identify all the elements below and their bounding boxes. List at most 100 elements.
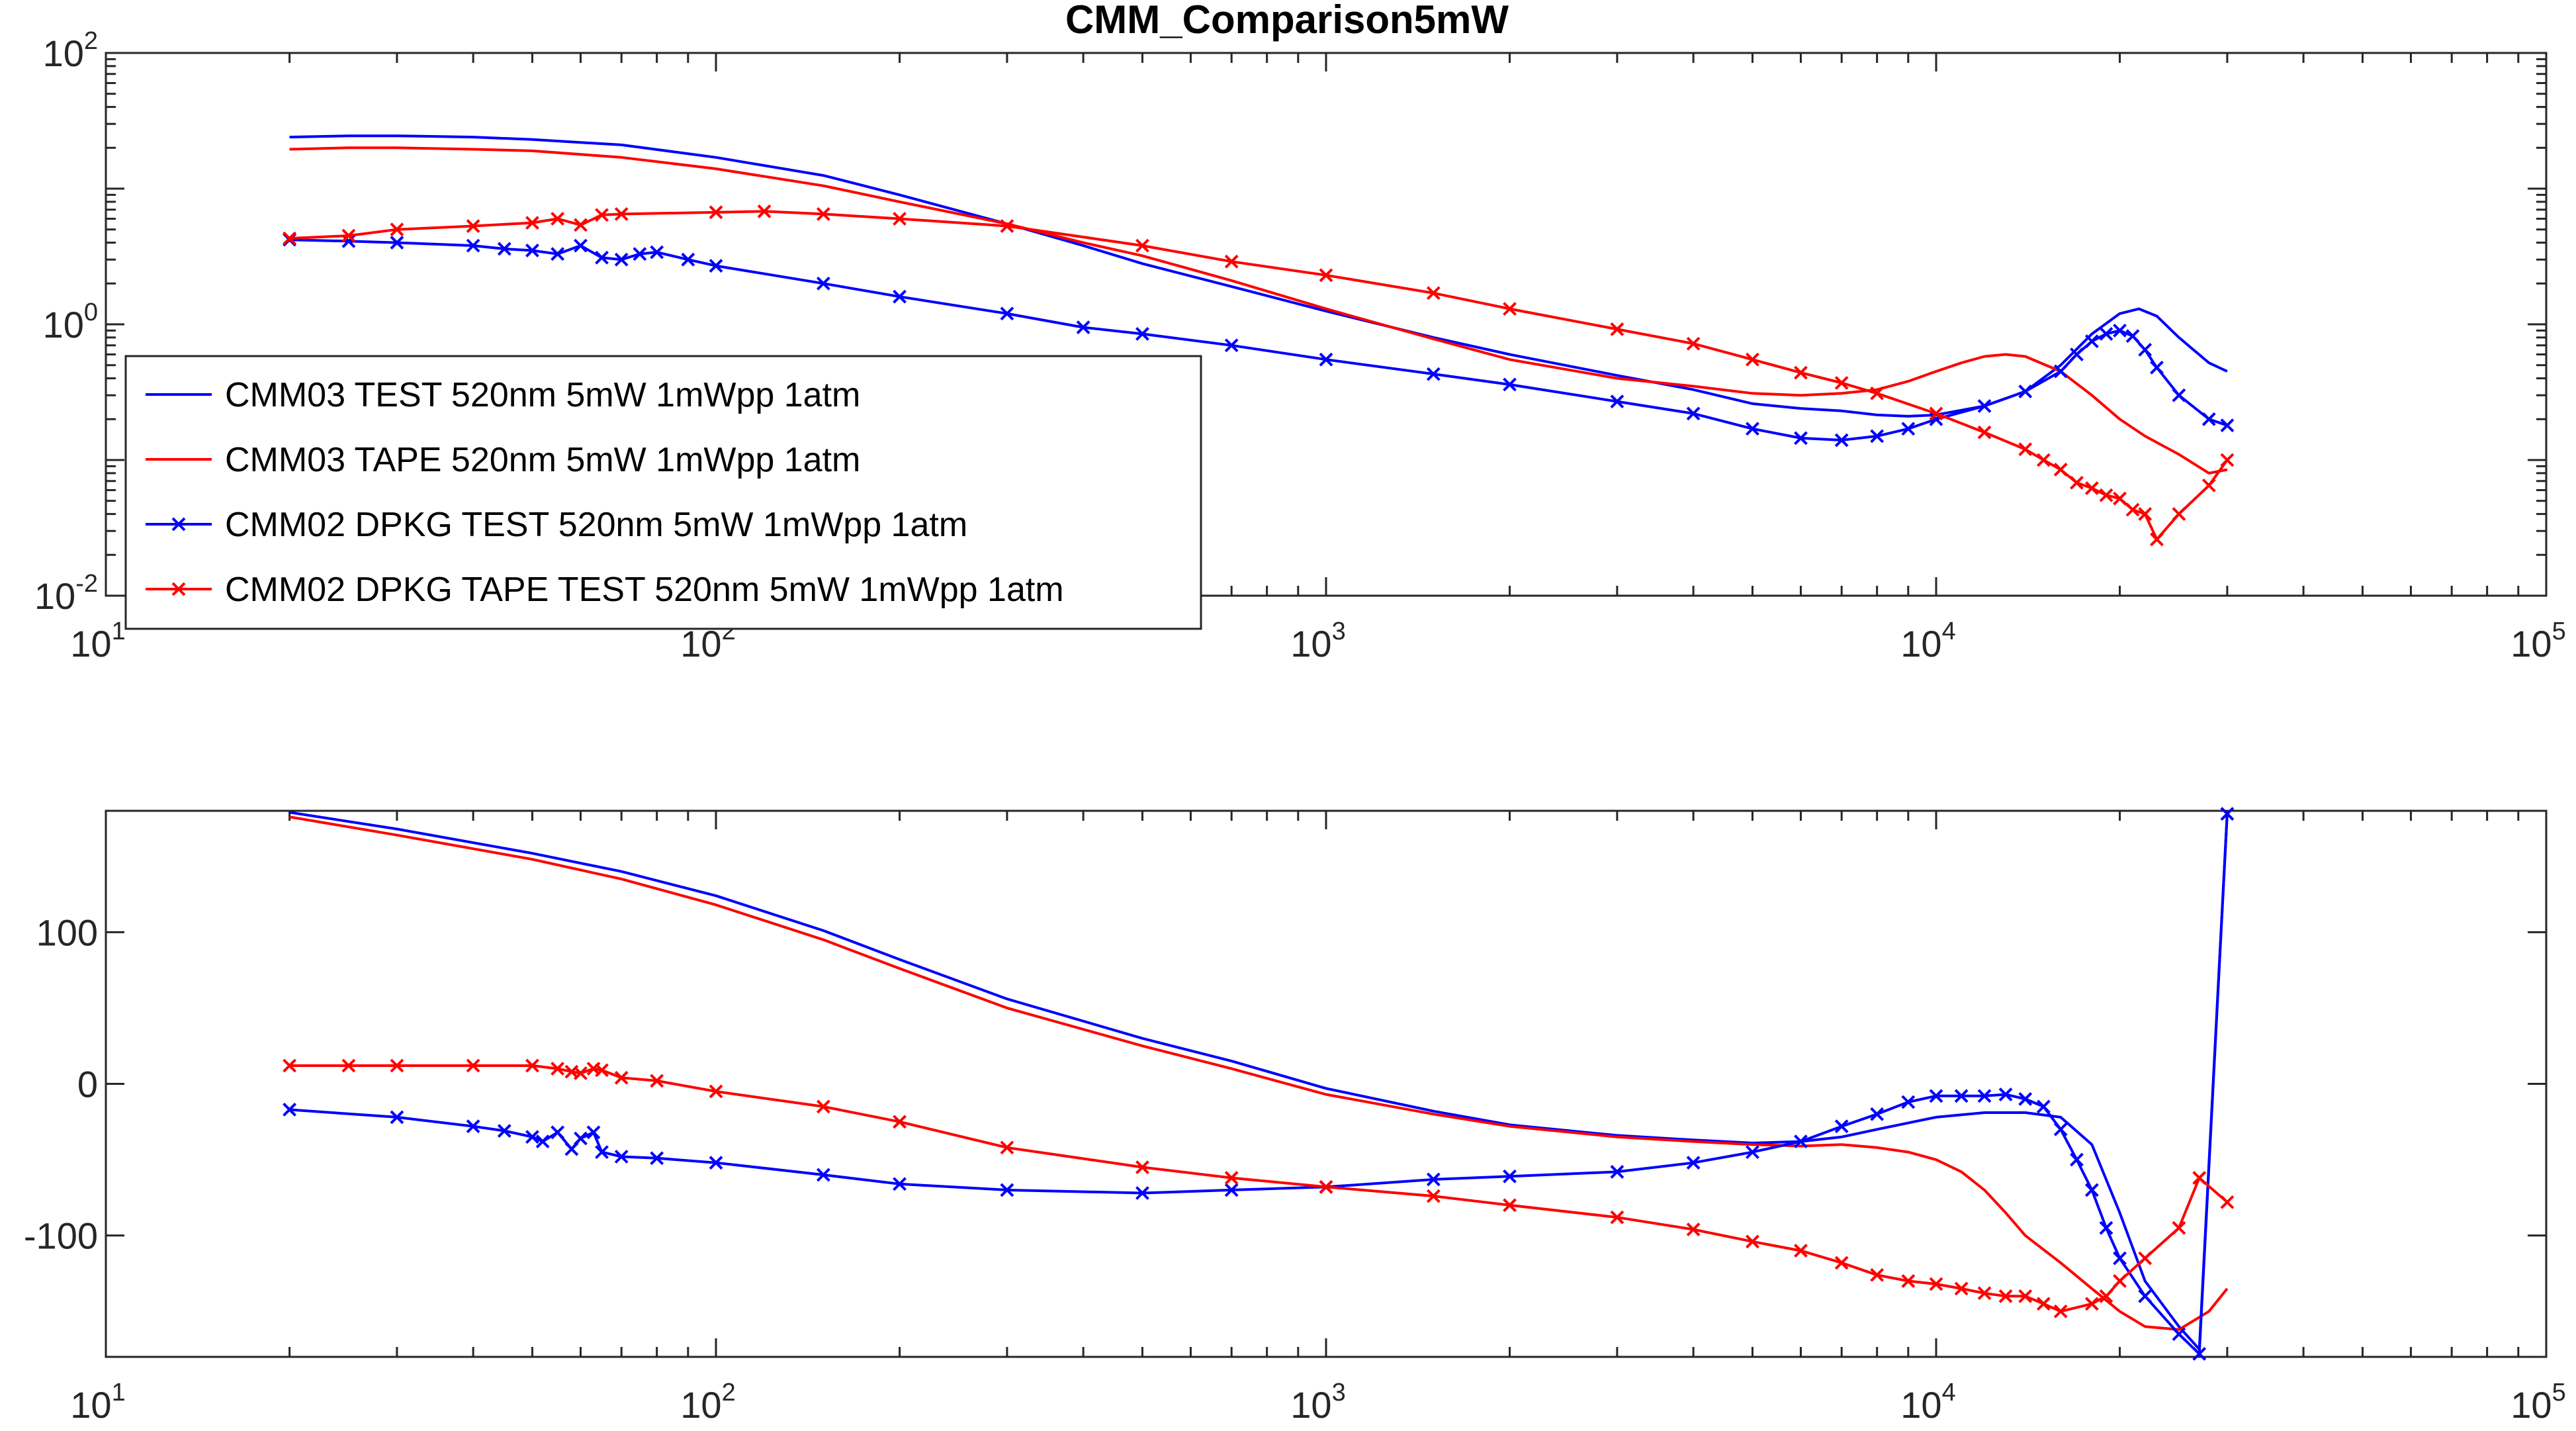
data-point-marker — [1319, 352, 1333, 367]
data-point-marker — [709, 1156, 723, 1170]
data-point-marker — [893, 1115, 907, 1129]
data-point-marker — [574, 1131, 588, 1146]
legend-box — [124, 355, 1202, 630]
data-point-marker — [2084, 1297, 2099, 1311]
data-point-marker — [1000, 219, 1014, 233]
data-point-marker — [2138, 342, 2153, 357]
data-point-marker — [1224, 254, 1239, 269]
data-point-marker — [551, 1062, 565, 1076]
data-point-marker — [2084, 481, 2099, 495]
y-tick-label: 100 — [43, 299, 98, 346]
data-point-marker — [1686, 336, 1701, 351]
data-point-marker — [2036, 453, 2051, 467]
x-tick-label: 104 — [1900, 618, 1955, 665]
data-point-marker — [1503, 377, 1517, 392]
y-tick-label: 0 — [77, 1064, 98, 1105]
data-point-marker — [2099, 1221, 2113, 1235]
legend-entry-label: CMM02 DPKG TEST 520nm 5mW 1mWpp 1atm — [225, 506, 967, 544]
data-point-marker — [2053, 364, 2068, 379]
series-line-bottom-0 — [289, 811, 2229, 1351]
data-point-marker — [1746, 1145, 1759, 1160]
data-point-marker — [2125, 502, 2140, 517]
data-point-marker — [595, 1063, 609, 1078]
data-point-marker — [2172, 1327, 2186, 1342]
data-point-marker — [1610, 1165, 1624, 1179]
data-point-marker — [650, 1151, 664, 1166]
data-point-marker — [2018, 1289, 2033, 1303]
data-point-marker — [2070, 347, 2084, 361]
data-point-marker — [2220, 418, 2235, 433]
data-point-marker — [2192, 1171, 2207, 1185]
data-point-marker — [551, 212, 565, 226]
data-point-marker — [1954, 1089, 1969, 1103]
data-point-marker — [1135, 1186, 1149, 1200]
phase-plot: 101 102 103 104 105 100 0 -100 — [24, 807, 2566, 1426]
data-point-marker — [2036, 1297, 2051, 1311]
data-point-marker — [1834, 433, 1849, 447]
data-point-marker — [525, 1130, 539, 1144]
data-point-marker — [2220, 1195, 2235, 1209]
data-point-marker — [1870, 1107, 1885, 1121]
data-point-marker — [1929, 406, 1943, 421]
data-point-marker — [497, 1124, 511, 1138]
x-tick-label: 101 — [70, 618, 125, 665]
data-point-marker — [614, 252, 629, 267]
data-point-marker — [816, 1099, 830, 1114]
data-point-marker — [1794, 1134, 1808, 1148]
data-point-marker — [2113, 1274, 2127, 1288]
data-point-marker — [893, 289, 907, 304]
data-point-marker — [1929, 1089, 1943, 1103]
data-point-marker — [283, 1058, 296, 1073]
series-line-top-1 — [289, 146, 2228, 475]
data-point-marker — [816, 1168, 830, 1182]
data-point-marker — [586, 1125, 601, 1140]
data-point-marker — [1834, 376, 1849, 390]
data-point-marker — [614, 207, 629, 221]
data-point-marker — [1224, 1171, 1239, 1185]
data-point-marker — [525, 1058, 539, 1073]
data-point-marker — [1929, 1277, 1943, 1291]
data-point-marker — [2220, 453, 2235, 467]
data-point-marker — [535, 1134, 550, 1148]
chart-title: CMM_Comparison5mW — [1065, 0, 1509, 42]
data-point-marker — [2053, 1122, 2068, 1136]
data-point-marker — [2113, 1251, 2127, 1266]
data-point-marker — [709, 205, 723, 220]
data-point-marker — [1610, 394, 1624, 408]
data-point-marker — [1426, 286, 1441, 300]
data-point-marker — [1000, 306, 1014, 321]
data-point-marker — [1870, 429, 1885, 443]
data-point-marker — [551, 247, 565, 261]
y-tick-label: 10-2 — [34, 570, 98, 617]
data-point-marker — [1977, 1286, 1992, 1301]
data-point-marker — [2192, 1347, 2207, 1361]
data-point-marker — [1224, 338, 1239, 353]
data-point-marker — [1901, 1274, 1916, 1288]
data-point-marker — [650, 245, 664, 259]
y-tick-label: -100 — [24, 1215, 98, 1257]
data-point-marker — [466, 1058, 480, 1073]
data-point-marker — [595, 208, 609, 222]
data-point-marker — [1901, 422, 1916, 436]
data-point-marker — [2150, 360, 2164, 375]
data-point-marker — [2053, 463, 2068, 477]
data-point-marker — [1870, 386, 1885, 400]
data-point-marker — [390, 236, 404, 250]
data-point-marker — [390, 1058, 404, 1073]
y-tick-label: 100 — [36, 911, 98, 953]
data-point-marker — [1000, 1140, 1014, 1155]
data-point-marker — [341, 234, 356, 248]
data-point-marker — [2084, 1183, 2099, 1197]
data-point-marker — [1000, 1183, 1014, 1197]
data-point-marker — [2070, 475, 2084, 490]
data-point-marker — [816, 276, 830, 291]
data-point-marker — [466, 238, 480, 253]
data-point-marker — [1794, 1244, 1808, 1258]
data-point-marker — [1977, 1089, 1992, 1103]
data-point-marker — [341, 1058, 356, 1073]
data-point-marker — [1834, 1256, 1849, 1270]
x-tick-label: 105 — [2510, 618, 2565, 665]
data-point-marker — [390, 222, 404, 237]
data-point-marker — [1686, 1223, 1701, 1236]
